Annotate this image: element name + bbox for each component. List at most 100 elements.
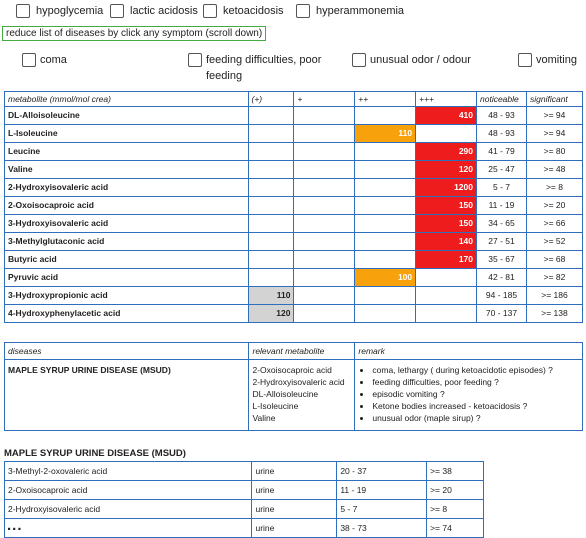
metabolite-row: Leucine 290 41 - 79 >= 80 xyxy=(4,142,584,161)
empty-level-cell xyxy=(354,286,417,305)
checkbox-hyperammonemia[interactable] xyxy=(296,4,310,18)
empty-level-cell xyxy=(415,286,477,305)
metabolite-row: DL-Alloisoleucine 410 48 - 93 >= 94 xyxy=(4,106,584,125)
checkbox-unusual-odor[interactable] xyxy=(352,53,366,67)
empty-level-cell xyxy=(293,268,356,287)
empty-level-cell xyxy=(354,106,417,125)
significant-range: >= 94 xyxy=(525,124,584,143)
disease-detail-title: MAPLE SYRUP URINE DISEASE (MSUD) xyxy=(4,448,186,459)
metabolite-name: L-Isoleucine xyxy=(4,124,249,143)
metabolite-value: 290 xyxy=(415,142,477,161)
metabolite-value: 170 xyxy=(415,250,477,269)
empty-level-cell xyxy=(247,214,295,233)
empty-level-cell xyxy=(247,160,295,179)
noticeable-range: 25 - 47 xyxy=(476,160,527,179)
checkbox-ketoacidosis[interactable] xyxy=(203,4,217,18)
metabolite-row: 2-Hydroxyisovaleric acid 1200 5 - 7 >= 8 xyxy=(4,178,584,197)
disease-row[interactable]: MAPLE SYRUP URINE DISEASE (MSUD) 2-Oxois… xyxy=(3,359,583,431)
metabolite-row: Valine 120 25 - 47 >= 48 xyxy=(4,160,584,179)
metabolite-value: 410 xyxy=(415,106,477,125)
col-noticeable: noticeable xyxy=(476,91,527,107)
empty-level-cell xyxy=(415,268,477,287)
empty-level-cell xyxy=(293,250,356,269)
empty-level-cell xyxy=(247,250,295,269)
checkbox-coma[interactable] xyxy=(22,53,36,67)
metabolite-name: Valine xyxy=(4,160,249,179)
significant-range: >= 48 xyxy=(525,160,584,179)
empty-level-cell xyxy=(293,304,356,323)
metabolite-value: 100 xyxy=(354,268,417,287)
empty-level-cell xyxy=(247,178,295,197)
significant-range: >= 20 xyxy=(525,196,584,215)
empty-level-cell xyxy=(293,142,356,161)
detail-metabolite: 3-Methyl-2-oxovaleric acid xyxy=(3,461,253,481)
col-level-plus-plus: ++ xyxy=(354,91,417,107)
remark-list: coma, lethargy ( during ketoacidotic epi… xyxy=(358,364,579,424)
disease-remarks: coma, lethargy ( during ketoacidotic epi… xyxy=(354,359,583,431)
condition-label: hypoglycemia xyxy=(36,5,104,17)
detail-specimen: urine xyxy=(251,461,338,481)
metabolite-name: DL-Alloisoleucine xyxy=(4,106,249,125)
metabolite-value: 1200 xyxy=(415,178,477,197)
relevant-metabolite: L-Isoleucine xyxy=(252,401,299,411)
checkbox-hypoglycemia[interactable] xyxy=(16,4,30,18)
remark-item: unusual odor (maple sirup) ? xyxy=(372,412,579,424)
metabolite-name: 3-Hydroxyisovaleric acid xyxy=(4,214,249,233)
noticeable-range: 34 - 65 xyxy=(476,214,527,233)
significant-range: >= 186 xyxy=(525,286,584,305)
checkbox-vomiting[interactable] xyxy=(518,53,532,67)
metabolite-name: 2-Hydroxyisovaleric acid xyxy=(4,178,249,197)
detail-range: 11 - 19 xyxy=(336,480,428,500)
remark-item: episodic vomiting ? xyxy=(372,388,579,400)
noticeable-range: 94 - 185 xyxy=(476,286,527,305)
noticeable-range: 42 - 81 xyxy=(476,268,527,287)
metabolite-header-row: metabolite (mmol/mol crea) (+) + ++ +++ … xyxy=(4,91,584,107)
detail-threshold: >= 20 xyxy=(426,480,484,500)
metabolite-name: Butyric acid xyxy=(4,250,249,269)
remark-item: feeding difficulties, poor feeding ? xyxy=(372,376,579,388)
empty-level-cell xyxy=(293,178,356,197)
disease-table: diseases relevant metabolite remark MAPL… xyxy=(3,342,583,431)
significant-range: >= 80 xyxy=(525,142,584,161)
significant-range: >= 66 xyxy=(525,214,584,233)
empty-level-cell xyxy=(247,106,295,125)
noticeable-range: 48 - 93 xyxy=(476,106,527,125)
condition-lactic-acidosis[interactable]: lactic acidosis xyxy=(110,4,198,18)
more-indicator: ... xyxy=(7,517,23,534)
empty-level-cell xyxy=(293,124,356,143)
col-level-plus: + xyxy=(293,91,356,107)
metabolite-name: 3-Hydroxypropionic acid xyxy=(4,286,249,305)
empty-level-cell xyxy=(293,286,356,305)
empty-level-cell xyxy=(354,196,417,215)
condition-hyperammonemia[interactable]: hyperammonemia xyxy=(296,4,404,18)
significant-range: >= 82 xyxy=(525,268,584,287)
remark-item: coma, lethargy ( during ketoacidotic epi… xyxy=(372,364,579,376)
condition-ketoacidosis[interactable]: ketoacidosis xyxy=(203,4,284,18)
symptom-label: vomiting xyxy=(536,54,577,66)
significant-range: >= 52 xyxy=(525,232,584,251)
metabolite-value: 150 xyxy=(415,214,477,233)
metabolite-value: 110 xyxy=(354,124,417,143)
col-level-plus-paren: (+) xyxy=(247,91,295,107)
detail-row: 2-Hydroxyisovaleric acid urine 5 - 7 >= 8 xyxy=(3,499,484,519)
empty-level-cell xyxy=(293,214,356,233)
metabolite-value: 110 xyxy=(247,286,295,305)
empty-level-cell xyxy=(247,196,295,215)
empty-level-cell xyxy=(415,304,477,323)
disease-name[interactable]: MAPLE SYRUP URINE DISEASE (MSUD) xyxy=(3,359,250,431)
col-relevant-metabolite: relevant metabolite xyxy=(248,342,356,360)
detail-metabolite xyxy=(3,518,253,538)
noticeable-range: 41 - 79 xyxy=(476,142,527,161)
condition-hypoglycemia[interactable]: hypoglycemia xyxy=(16,4,103,18)
metabolite-name: 4-Hydroxyphenylacetic acid xyxy=(4,304,249,323)
checkbox-lactic-acidosis[interactable] xyxy=(110,4,124,18)
checkbox-feeding-difficulties[interactable] xyxy=(188,53,202,67)
metabolite-name: 2-Oxoisocaproic acid xyxy=(4,196,249,215)
detail-range: 38 - 73 xyxy=(336,518,428,538)
symptom-label: coma xyxy=(40,54,67,66)
relevant-metabolite: 2-Oxoisocaproic acid xyxy=(252,365,332,375)
symptom-hint: reduce list of diseases by click any sym… xyxy=(2,26,267,41)
metabolite-value: 120 xyxy=(247,304,295,323)
remark-item: Ketone bodies increased - ketoacidosis ? xyxy=(372,400,579,412)
disease-detail-table: 3-Methyl-2-oxovaleric acid urine 20 - 37 >=… xyxy=(3,461,484,538)
